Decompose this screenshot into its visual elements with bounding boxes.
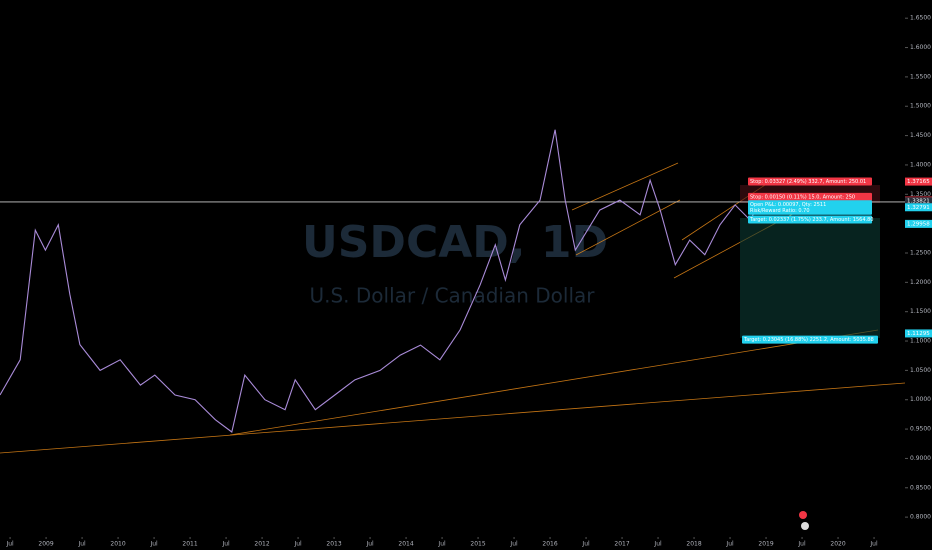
watermark-name: U.S. Dollar / Canadian Dollar: [309, 284, 595, 308]
y-tick-label: 1.1500: [910, 308, 931, 315]
event-icon[interactable]: [799, 511, 807, 519]
price-tag: [905, 197, 932, 206]
annotation-text: Target: 0.02337 (1.75%) 233.7, Amount: 1…: [749, 217, 873, 223]
y-tick-label: 1.5500: [910, 73, 931, 80]
price-tag-label: 1.11295: [907, 331, 930, 337]
price-tag-label: 1.32791: [907, 205, 930, 211]
x-tick-label: Jul: [365, 541, 374, 548]
y-tick-label: 0.8500: [910, 484, 931, 491]
x-tick-label: Jul: [149, 541, 158, 548]
x-tick-label: 2009: [38, 541, 53, 548]
x-tick-label: Jul: [221, 541, 230, 548]
price-tag-label: 1.33821: [907, 199, 930, 205]
y-tick-label: 1.0500: [910, 367, 931, 374]
x-tick-label: 2020: [830, 541, 845, 548]
y-tick-label: 1.6000: [910, 44, 931, 51]
x-tick-label: Jul: [581, 541, 590, 548]
x-tick-label: 2015: [470, 541, 485, 548]
annotation-box: [748, 206, 872, 215]
y-tick-label: 1.3500: [910, 191, 931, 198]
x-tick-label: 2011: [182, 541, 197, 548]
annotation-text: Risk/Reward Ratio: 0.70: [750, 208, 810, 214]
price-tag: [905, 329, 932, 338]
y-tick-label: 1.6500: [910, 15, 931, 22]
price-axis: [905, 0, 932, 550]
annotation-text: Stop: 0.00150 (0.11%) 15.0, Amount: 250: [750, 194, 855, 200]
annotation-box: [748, 177, 872, 186]
target-zone: [740, 218, 880, 338]
annotation-box: [748, 215, 872, 224]
price-tag: [905, 219, 932, 228]
x-tick-label: Jul: [797, 541, 806, 548]
x-tick-label: Jul: [293, 541, 302, 548]
x-tick-label: 2019: [758, 541, 773, 548]
channel-line: [571, 162, 679, 211]
channel-line: [575, 199, 681, 256]
y-tick-label: 0.9000: [910, 455, 931, 462]
y-tick-label: 1.4000: [910, 161, 931, 168]
y-tick-label: 1.2000: [910, 279, 931, 286]
y-tick-label: 0.8000: [910, 514, 931, 521]
price-tag-label: 1.29958: [907, 221, 930, 227]
x-tick-label: Jul: [869, 541, 878, 548]
y-tick-label: 1.2500: [910, 249, 931, 256]
x-tick-label: Jul: [653, 541, 662, 548]
trend-line: [229, 329, 879, 436]
trend-line: [0, 382, 906, 454]
x-tick-label: Jul: [509, 541, 518, 548]
annotation-box: [748, 192, 872, 201]
watermark-symbol: USDCAD, 1D: [302, 217, 608, 268]
y-tick-label: 1.4500: [910, 132, 931, 139]
x-tick-label: Jul: [437, 541, 446, 548]
x-tick-label: Jul: [5, 541, 14, 548]
y-tick-label: 1.0000: [910, 396, 931, 403]
y-tick-label: 0.9500: [910, 426, 931, 433]
price-tag: [905, 203, 932, 212]
annotation-text: Stop: 0.03327 (2.49%) 332.7, Amount: 250…: [750, 179, 866, 185]
annotation-text: Open P&L: 0.00097, Qty: 2511: [750, 202, 826, 208]
x-tick-label: 2016: [542, 541, 557, 548]
price-tag-label: 1.37165: [907, 179, 930, 185]
x-tick-label: 2014: [398, 541, 413, 548]
time-axis: [0, 537, 932, 550]
y-tick-label: 1.5000: [910, 103, 931, 110]
price-tag: [905, 177, 932, 186]
x-tick-label: Jul: [77, 541, 86, 548]
annotation-text: Target: 0.23045 (16.88%) 2251.2, Amount:…: [743, 337, 874, 343]
price-line: [0, 129, 759, 433]
x-tick-label: 2018: [686, 541, 701, 548]
x-tick-label: 2013: [326, 541, 341, 548]
x-tick-label: 2012: [254, 541, 269, 548]
annotation-box: [742, 335, 878, 344]
event-icon[interactable]: [801, 522, 809, 530]
y-tick-label: 1.1000: [910, 338, 931, 345]
annotation-box: [748, 200, 872, 209]
x-tick-label: Jul: [725, 541, 734, 548]
x-tick-label: 2017: [614, 541, 629, 548]
x-tick-label: 2010: [110, 541, 125, 548]
